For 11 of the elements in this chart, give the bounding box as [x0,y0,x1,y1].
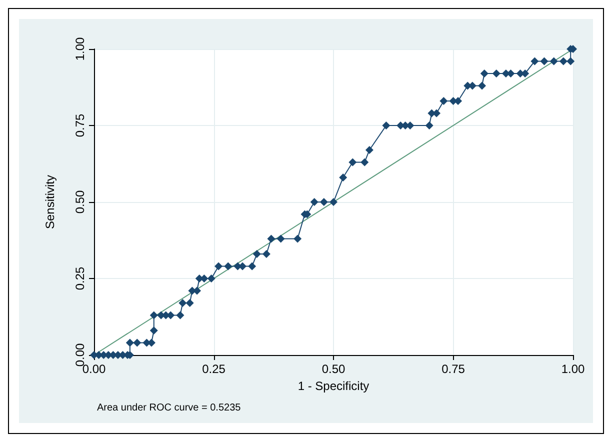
y-tick-label: 0.75 [73,114,87,138]
x-tick-label: 0.50 [322,362,346,376]
y-axis-title: Sensitivity [43,174,57,230]
x-axis-title: 1 - Specificity [298,378,370,393]
x-tick-label: 0.75 [442,362,466,376]
x-tick-label: 1.00 [561,362,585,376]
y-tick-label: 0.50 [73,190,87,214]
y-tick-label: 1.00 [73,37,87,61]
y-tick-label: 0.25 [73,266,87,290]
text: Area under ROC curve = 0.5235 [97,402,242,414]
x-tick-label: 0.25 [202,362,226,376]
